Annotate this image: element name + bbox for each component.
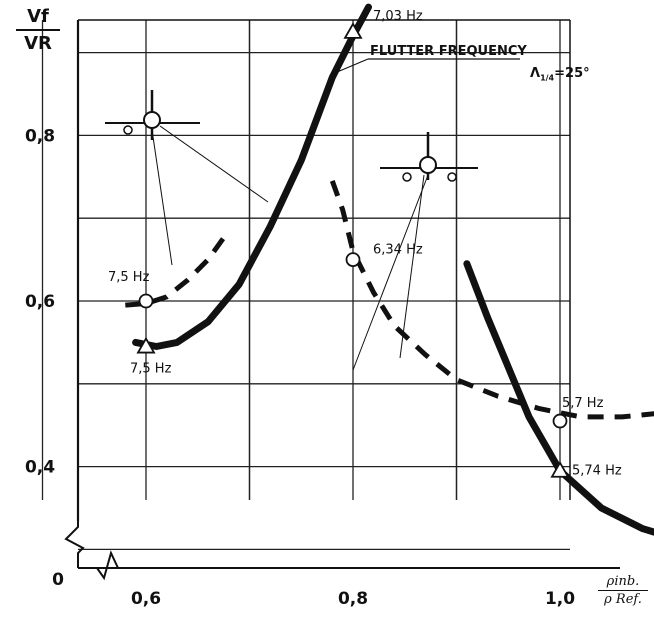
aircraft-icon: [380, 132, 478, 182]
circle-marker: [138, 293, 154, 309]
triangle-marker: [550, 460, 570, 478]
x-tick-label: 0,8: [338, 589, 368, 609]
frequency-label: 7,5 Hz: [108, 270, 150, 285]
chart-title: FLUTTER FREQUENCY: [370, 44, 527, 59]
frequency-label: 5,74 Hz: [572, 464, 622, 479]
y-axis-label: Vf VR: [16, 6, 60, 54]
y-zero-label: 0: [52, 570, 64, 590]
x-axis-label: ρinb. ρ Ref.: [598, 574, 648, 607]
y-axis-label-num: Vf: [27, 6, 49, 27]
sweep-sub: 1/4: [540, 73, 555, 83]
x-tick-label: 1,0: [545, 589, 575, 609]
frequency-labels: 7,5 Hz7,03 Hz5,74 Hz5,18 Hz7,5 Hz6,34 Hz…: [108, 9, 622, 479]
x-axis-label-den: ρ Ref.: [604, 592, 642, 607]
marker-layer: [136, 22, 570, 478]
triangle-marker: [136, 336, 156, 354]
tick-labels: 0,60,81,01,20,40,60,80: [25, 126, 575, 609]
y-tick-label: 0,8: [25, 126, 55, 146]
y-tick-label: 0,6: [25, 292, 55, 312]
circle-marker: [552, 413, 568, 429]
aircraft-sketches: [105, 90, 478, 371]
frequency-label: 5,7 Hz: [562, 396, 604, 411]
series-solid-line: [132, 3, 372, 350]
leader-lines: [151, 125, 429, 371]
series-solid-line: [463, 260, 654, 536]
x-axis-label-num: ρinb.: [606, 574, 640, 589]
series-dashed-line: [329, 180, 654, 420]
series-layer: [125, 3, 654, 536]
plot-frame: [64, 19, 620, 581]
sweep-value: =25°: [554, 66, 590, 81]
sweep-symbol: Λ: [530, 66, 541, 81]
sweep-annotation: Λ1/4=25°: [530, 66, 590, 83]
y-axis-label-den: VR: [24, 33, 52, 54]
circle-marker: [345, 252, 361, 268]
frequency-label: 7,03 Hz: [373, 9, 423, 24]
frequency-label: 6,34 Hz: [373, 243, 423, 258]
x-tick-label: 0,6: [131, 589, 161, 609]
y-tick-label: 0,4: [25, 458, 55, 478]
triangle-marker: [343, 22, 363, 39]
frequency-label: 7,5 Hz: [130, 362, 172, 377]
title-leader: [329, 58, 520, 76]
series-dashed-line: [125, 229, 231, 308]
